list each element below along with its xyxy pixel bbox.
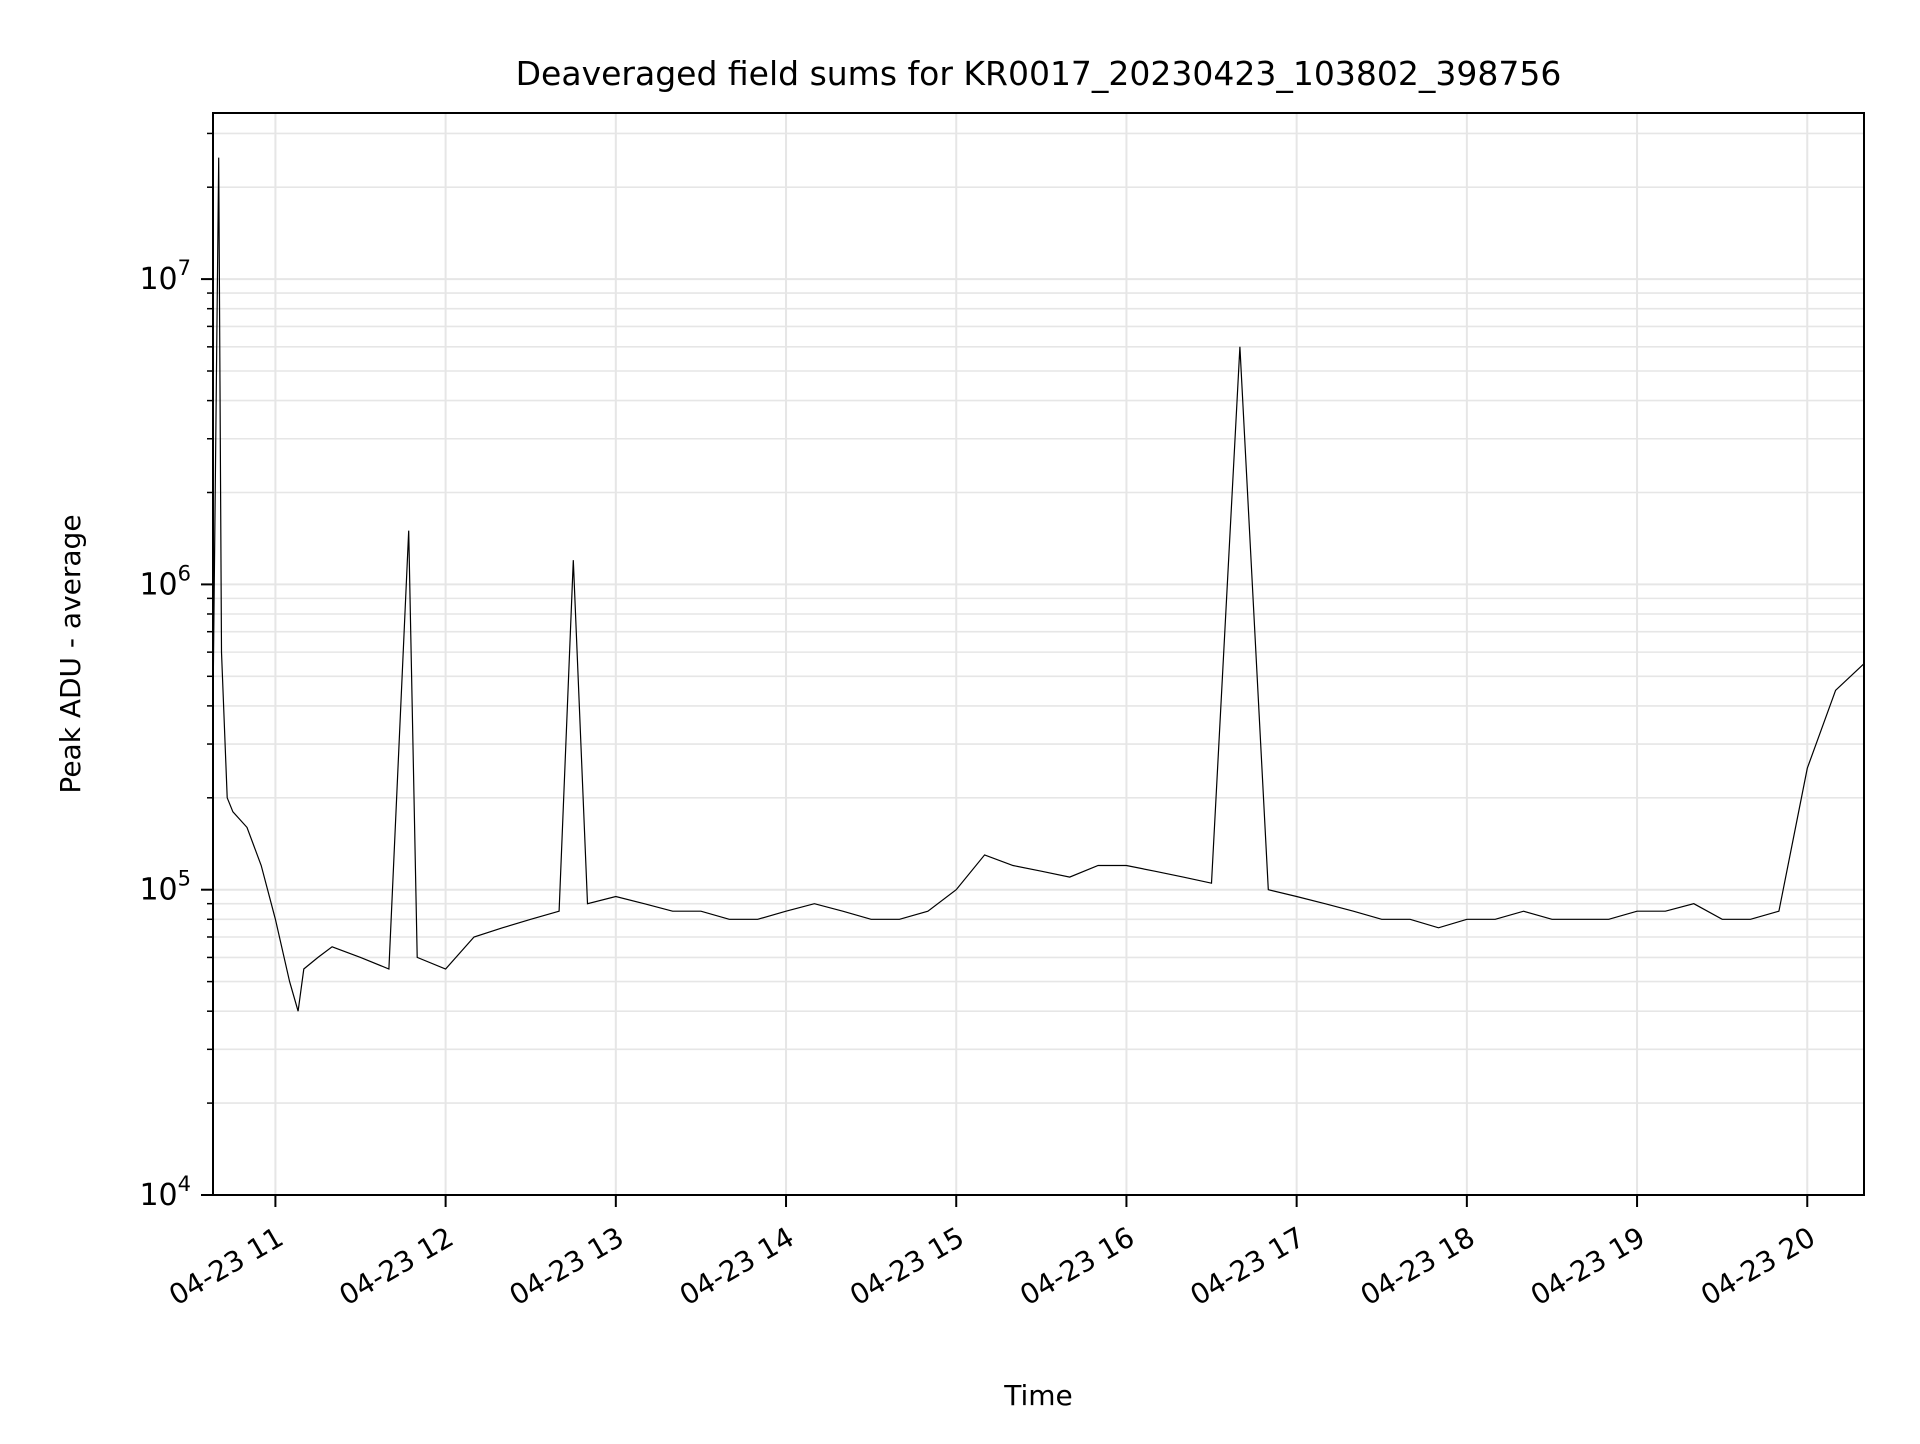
y-tick-label: 106 — [139, 561, 191, 602]
x-tick-label: 04-23 18 — [1355, 1220, 1481, 1312]
x-tick-label: 04-23 20 — [1695, 1220, 1821, 1312]
x-tick-label: 04-23 16 — [1014, 1220, 1140, 1312]
plot-frame — [212, 112, 1865, 1196]
x-tick-label: 04-23 12 — [334, 1220, 460, 1312]
x-tick-label: 04-23 11 — [163, 1220, 289, 1312]
x-tick-label: 04-23 17 — [1185, 1220, 1311, 1312]
y-tick-label: 107 — [139, 256, 191, 297]
tick-layer: 04-23 11 04-23 12 04-23 13 04-23 14 04-23 15… — [139, 132, 1821, 1312]
chart-title: Deaveraged field sums for KR0017_2023042… — [516, 54, 1562, 93]
x-tick-label: 04-23 14 — [674, 1220, 800, 1312]
y-tick-label: 104 — [139, 1172, 191, 1213]
line-layer — [212, 157, 1865, 1012]
x-tick-label: 04-23 19 — [1525, 1220, 1651, 1312]
x-tick-label: 04-23 15 — [844, 1220, 970, 1312]
grid-layer — [213, 113, 1864, 1196]
y-tick-label: 105 — [139, 867, 191, 908]
series-line — [212, 157, 1865, 1012]
x-axis-label: Time — [1003, 1379, 1073, 1412]
y-axis-label: Peak ADU - average — [54, 514, 87, 793]
x-tick-label: 04-23 13 — [504, 1220, 630, 1312]
